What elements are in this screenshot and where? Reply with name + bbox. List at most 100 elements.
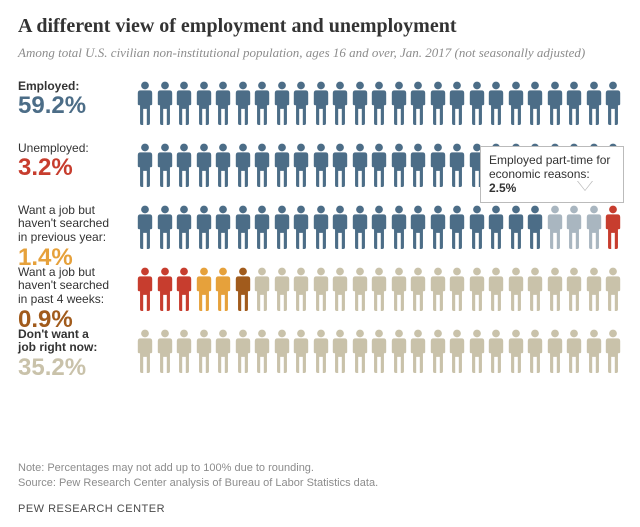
category-label-want_year: Want a job buthaven't searchedin previou… [18,204,136,266]
person-icon-wrap [409,80,427,126]
person-icon-wrap [136,142,154,188]
person-icon [214,142,232,188]
person-icon-wrap [585,80,603,126]
person-icon [136,204,154,250]
person-icon-wrap [273,80,291,126]
person-icon [253,266,271,312]
person-icon [604,204,622,250]
person-icon [253,328,271,374]
person-icon-wrap [526,266,544,312]
person-icon-wrap [214,204,232,250]
person-icon [234,328,252,374]
person-icon-wrap [273,328,291,374]
person-icon-wrap [312,80,330,126]
person-icon-wrap [370,204,388,250]
category-label-employed: Employed:59.2% [18,80,136,142]
person-icon-wrap [507,328,525,374]
category-label-dont_want: Don't want ajob right now:35.2% [18,328,136,390]
person-icon [468,328,486,374]
person-icon-wrap [448,80,466,126]
person-icon-wrap [390,204,408,250]
person-icon-wrap [214,80,232,126]
category-label-text: Employed: [18,80,136,94]
person-icon-wrap [429,266,447,312]
person-icon [604,266,622,312]
person-icon-wrap [546,204,564,250]
person-icon [175,142,193,188]
person-icon [585,266,603,312]
person-icon-wrap [487,204,505,250]
person-icon-wrap [234,266,252,312]
person-icon-wrap [351,328,369,374]
person-icon-wrap [448,142,466,188]
person-icon [234,266,252,312]
person-icon-wrap [429,328,447,374]
person-icon-wrap [292,204,310,250]
person-icon-wrap [214,142,232,188]
person-icon-wrap [468,204,486,250]
person-icon [429,80,447,126]
person-icon [448,142,466,188]
person-icon-wrap [331,266,349,312]
person-icon-wrap [448,328,466,374]
person-icon-wrap [585,204,603,250]
person-icon [370,328,388,374]
person-icon-wrap [565,80,583,126]
footer-note: Note: Percentages may not add up to 100%… [18,461,622,476]
person-icon [351,328,369,374]
person-icon-wrap [390,80,408,126]
person-icon-wrap [292,142,310,188]
footer: Note: Percentages may not add up to 100%… [18,461,622,517]
person-icon-wrap [292,80,310,126]
person-icon [331,142,349,188]
person-icon [214,80,232,126]
person-icon-wrap [273,266,291,312]
person-icon-wrap [331,328,349,374]
person-icon-wrap [175,328,193,374]
person-icon-wrap [390,142,408,188]
person-icon [507,80,525,126]
person-icon-wrap [195,328,213,374]
person-icon-wrap [370,142,388,188]
person-icon [351,80,369,126]
person-icon [507,266,525,312]
person-icon [273,204,291,250]
person-icon [409,328,427,374]
category-label-text: Don't want ajob right now: [18,328,136,356]
person-icon [448,204,466,250]
person-icon-wrap [429,80,447,126]
person-icon [585,204,603,250]
person-icon-wrap [468,80,486,126]
person-icon-wrap [292,328,310,374]
chart-title: A different view of employment and unemp… [18,14,622,38]
person-icon [370,266,388,312]
person-icon-wrap [390,328,408,374]
person-icon [195,328,213,374]
person-icon-wrap [409,266,427,312]
person-icon [253,142,271,188]
person-icon-wrap [156,142,174,188]
person-icon [507,204,525,250]
person-icon [526,328,544,374]
person-icon-wrap [234,204,252,250]
person-icon [331,328,349,374]
person-icon-wrap [175,80,193,126]
person-icon-wrap [253,266,271,312]
icon-row [136,80,624,142]
person-icon [214,328,232,374]
category-label-unemployed: Unemployed:3.2% [18,142,136,204]
chart-subtitle: Among total U.S. civilian non-institutio… [18,44,622,62]
person-icon [604,328,622,374]
person-icon [195,204,213,250]
icon-row [136,266,624,328]
person-icon-wrap [448,266,466,312]
person-icon [526,204,544,250]
person-icon [195,266,213,312]
person-icon-wrap [312,328,330,374]
person-icon-wrap [292,266,310,312]
person-icon-wrap [429,204,447,250]
person-icon-wrap [448,204,466,250]
person-icon [234,204,252,250]
person-icon [370,80,388,126]
person-icon [585,80,603,126]
